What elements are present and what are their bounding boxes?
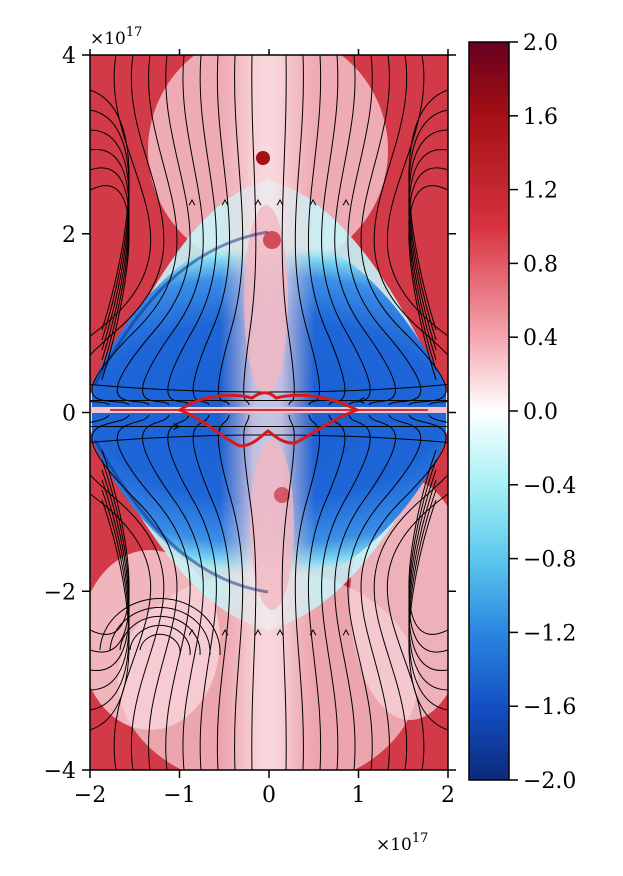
- y-tick-label: 4: [62, 44, 76, 69]
- streamline: [90, 55, 165, 406]
- streamline: [217, 414, 244, 770]
- streamlines: [90, 55, 448, 770]
- colorbar-tick-label: −0.4: [523, 474, 576, 499]
- colorbar-tick-label: 2.0: [523, 31, 558, 56]
- heatmap-plot: [90, 55, 448, 770]
- streamline: [90, 414, 165, 770]
- streamline-arrow: [254, 628, 262, 636]
- streamline: [334, 414, 396, 770]
- hotspot-low: [274, 487, 290, 503]
- streamline: [116, 414, 191, 770]
- x-offset-label: ×1017: [376, 831, 428, 855]
- x-tick-label: 1: [352, 783, 366, 808]
- colorbar-tick-label: 0.4: [523, 326, 558, 351]
- colorbar-tick-label: 0.8: [523, 252, 558, 277]
- colorbar-gradient: [468, 41, 510, 781]
- lobe-edge-bottom: [93, 439, 269, 594]
- colorbar-tick-label: −0.8: [523, 548, 576, 573]
- y-axis: −4 −2 0 2 4: [44, 44, 456, 784]
- streamline: [373, 55, 448, 406]
- colorbar-tick-label: −1.2: [523, 621, 576, 646]
- streamline: [373, 414, 448, 770]
- x-tick-label: 0: [262, 783, 276, 808]
- streamline: [99, 598, 221, 656]
- streamline: [90, 185, 130, 381]
- y-tick-label: −2: [44, 580, 76, 605]
- x-tick-label: −2: [74, 783, 106, 808]
- red-contour: [176, 391, 361, 448]
- colorbar-ticks: 2.0 1.6 1.2 0.8 0.4 0.0 −0.4 −0.8 −1.2 −1.6 −2.0: [509, 31, 576, 794]
- x-tick-label: −1: [163, 783, 195, 808]
- streamline: [360, 414, 447, 770]
- streamline-arrow: [342, 628, 350, 636]
- y-tick-label: −4: [44, 759, 76, 784]
- streamline-arrow: [276, 198, 284, 206]
- streamline-arrow: [254, 198, 262, 206]
- streamline-arrow: [342, 198, 350, 206]
- streamline-arrow: [221, 198, 229, 206]
- streamline: [386, 55, 448, 338]
- heatmap-region-pale-bottom-left: [90, 550, 220, 730]
- y-tick-label: 0: [62, 402, 76, 427]
- streamline: [129, 624, 191, 656]
- streamline-arrow: [309, 628, 317, 636]
- streamline-arrow: [173, 423, 181, 430]
- colorbar-tick-label: −2.0: [523, 769, 576, 794]
- streamline: [139, 633, 181, 656]
- colorbar-tick-label: −1.6: [523, 695, 576, 720]
- streamline: [90, 55, 152, 338]
- hotspot-top: [256, 151, 270, 165]
- streamline: [243, 414, 257, 770]
- colorbar-tick-label: 1.2: [523, 179, 558, 204]
- streamline: [321, 414, 371, 770]
- streamline: [119, 615, 201, 656]
- x-tick-label: 2: [441, 783, 455, 808]
- streamline: [408, 449, 448, 635]
- streamline: [347, 414, 422, 770]
- equatorial-disk-core: [110, 409, 428, 411]
- streamline: [90, 434, 448, 443]
- streamline: [90, 384, 448, 393]
- jet-core-bottom: [250, 440, 294, 610]
- colorbar: 2.0 1.6 1.2 0.8 0.4 0.0 −0.4 −0.8 −1.2 −1.6 −2.0: [468, 31, 576, 794]
- x-offset-exponent: 17: [412, 831, 429, 846]
- streamline: [294, 414, 321, 770]
- streamline: [281, 414, 295, 770]
- streamline: [307, 414, 346, 770]
- streamline-arrow: [188, 198, 196, 206]
- x-axis: −2 −1 0 1 2: [74, 49, 455, 808]
- streamline-arrow: [276, 628, 284, 636]
- colorbar-tick-label: 0.0: [523, 400, 558, 425]
- colorbar-tick-label: 1.6: [523, 105, 558, 130]
- streamline: [142, 414, 204, 770]
- jet-core-top: [244, 205, 288, 395]
- streamline-arrow: [309, 198, 317, 206]
- streamline: [90, 449, 130, 635]
- y-offset-exponent: 17: [126, 25, 143, 40]
- y-offset-label: ×1017: [90, 25, 142, 49]
- streamline-arrow: [357, 397, 365, 404]
- streamline: [192, 414, 231, 770]
- streamline: [408, 185, 448, 381]
- streamline: [109, 606, 211, 656]
- streamline: [91, 414, 178, 770]
- hotspot-mid: [263, 231, 281, 249]
- y-tick-label: 2: [62, 223, 76, 248]
